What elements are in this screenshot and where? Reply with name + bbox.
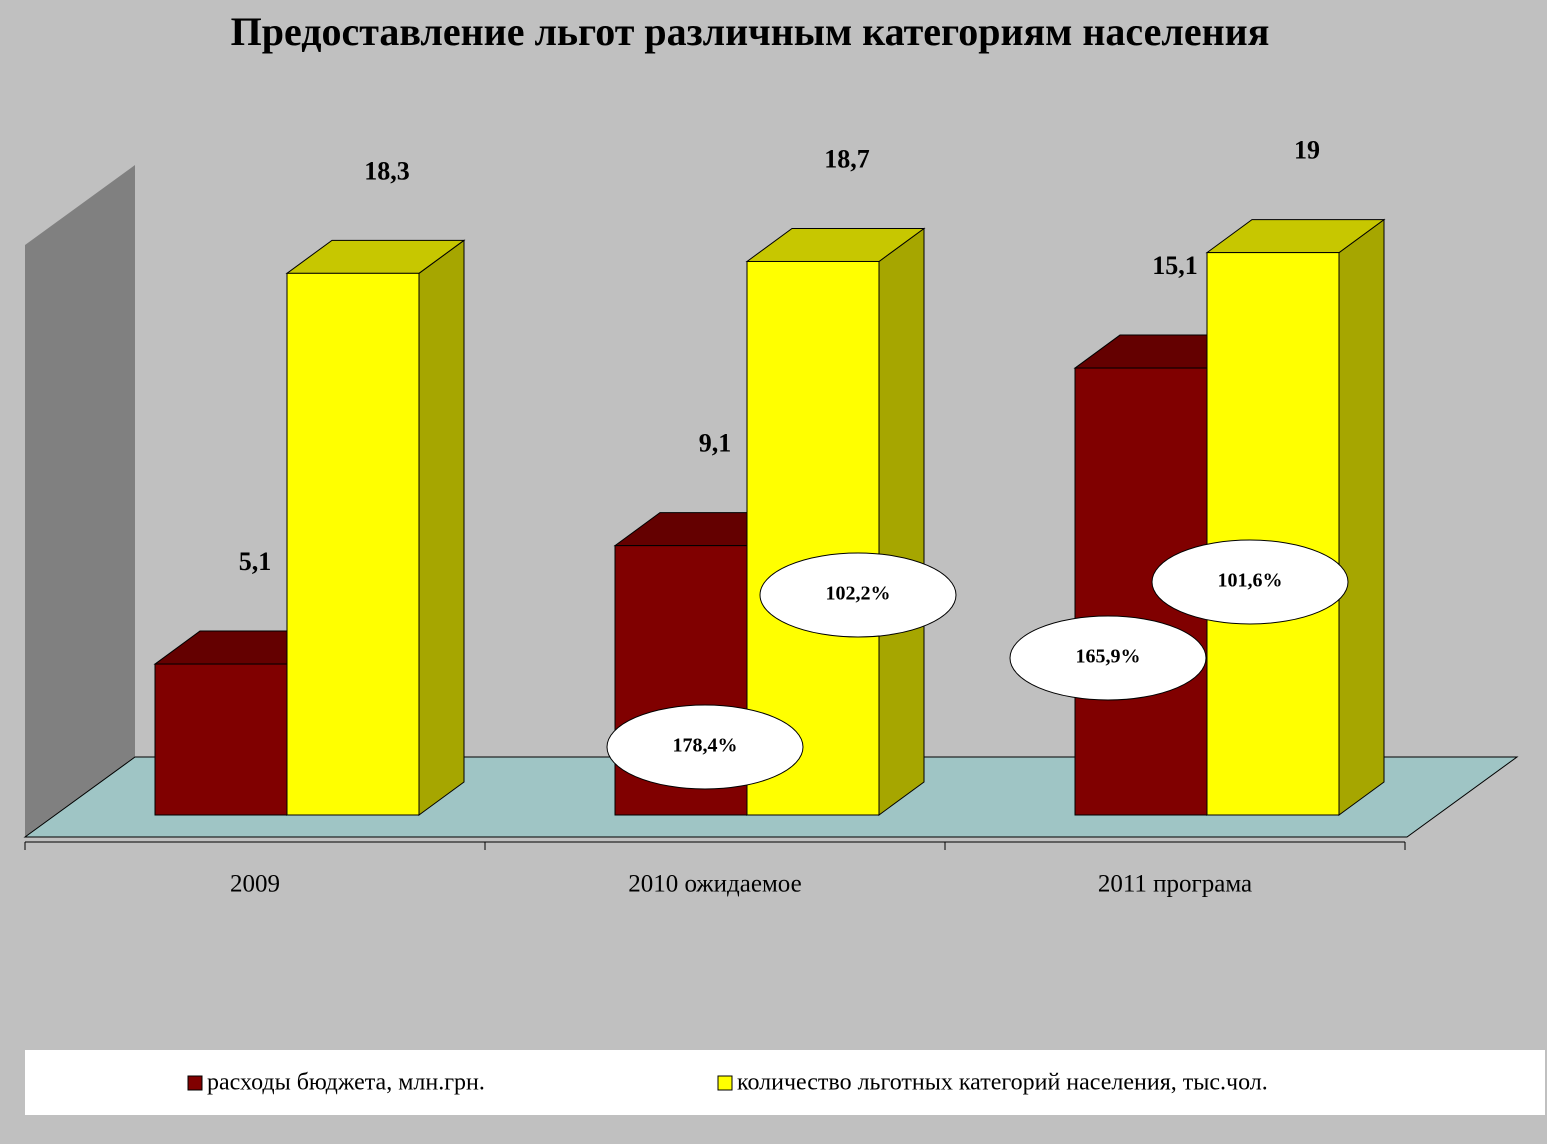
change-bubble — [1009, 615, 1207, 701]
chart-title: Предоставление льгот различным категория… — [231, 9, 1270, 54]
data-label: 18,3 — [364, 156, 410, 185]
bar-side — [418, 239, 465, 816]
bar-side — [1338, 218, 1385, 816]
data-label: 5,1 — [239, 547, 272, 576]
data-label: 19 — [1294, 136, 1320, 165]
change-bubble — [606, 704, 804, 790]
legend-swatch — [717, 1075, 733, 1091]
data-label: 15,1 — [1152, 251, 1198, 280]
legend-label: количество льготных категорий населения,… — [737, 1070, 1268, 1096]
change-label: 102,2% — [826, 583, 891, 605]
change-label: 101,6% — [1218, 570, 1283, 592]
side-wall — [25, 165, 135, 837]
bar-side — [878, 227, 925, 816]
bar — [154, 663, 288, 816]
change-label: 178,4% — [673, 735, 738, 757]
x-tick-label: 2009 — [230, 871, 280, 898]
data-label: 18,7 — [824, 144, 870, 173]
bar — [1206, 252, 1340, 816]
data-label: 9,1 — [699, 429, 732, 458]
legend-label: расходы бюджета, млн.грн. — [207, 1070, 485, 1096]
legend — [25, 1050, 1545, 1115]
change-bubble — [759, 552, 957, 638]
change-bubble — [1151, 539, 1349, 625]
x-tick-label: 2010 ожидаемое — [628, 871, 801, 898]
bar — [286, 272, 420, 816]
legend-swatch — [187, 1075, 203, 1091]
x-tick-label: 2011 програма — [1098, 871, 1252, 898]
change-label: 165,9% — [1076, 646, 1141, 668]
